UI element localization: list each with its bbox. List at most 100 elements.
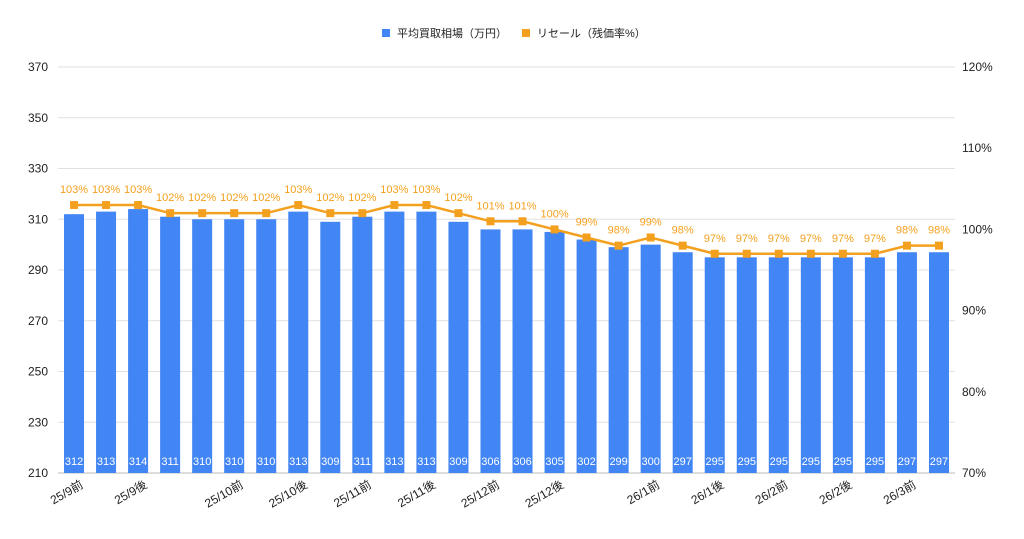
bar-value-label: 297 [898, 456, 916, 468]
line-marker [614, 241, 623, 250]
bar-value-label: 310 [257, 456, 275, 468]
bar-value-label: 295 [834, 456, 852, 468]
line-marker [678, 241, 687, 250]
legend-label-bar: 平均買取相場（万円） [397, 27, 507, 40]
bar [864, 257, 885, 473]
line-marker [454, 209, 463, 218]
bar-value-label: 313 [97, 456, 115, 468]
line-value-label: 102% [316, 192, 344, 204]
x-tick-label: 26/2後 [817, 477, 855, 507]
x-tick-label: 26/1前 [624, 477, 662, 508]
line-marker [422, 201, 431, 210]
x-tick-label: 25/11後 [395, 477, 438, 510]
line-value-label: 98% [896, 225, 918, 237]
y-left-tick-label: 210 [28, 466, 48, 480]
line-value-label: 102% [220, 192, 248, 204]
y-right-tick-label: 100% [962, 222, 993, 236]
line-value-label: 103% [60, 184, 88, 196]
line-marker [870, 249, 879, 258]
x-tick-label: 25/9前 [47, 477, 85, 508]
line-value-label: 101% [476, 200, 504, 212]
bar-value-label: 295 [802, 456, 820, 468]
bar-value-label: 309 [321, 456, 339, 468]
bar [64, 214, 85, 474]
y-right-tick-label: 120% [962, 60, 993, 74]
legend-label-line: リセール（残価率%） [537, 26, 646, 40]
bar-value-label: 311 [354, 456, 372, 468]
bar [160, 216, 181, 473]
x-tick-label: 26/1後 [689, 477, 727, 507]
line-marker [358, 209, 367, 218]
bar [448, 221, 469, 473]
bar-value-label: 313 [385, 456, 403, 468]
bar [640, 244, 661, 473]
y-left-tick-label: 350 [28, 111, 48, 125]
line-value-label: 102% [348, 192, 376, 204]
bar [256, 219, 277, 473]
line-marker [806, 249, 815, 258]
legend-swatch-bar [382, 29, 390, 37]
bar-value-label: 295 [738, 456, 756, 468]
y-left-tick-label: 310 [28, 212, 48, 226]
x-tick-label: 25/10後 [266, 477, 309, 510]
line-value-label: 102% [252, 192, 280, 204]
line-value-label: 103% [92, 184, 120, 196]
line-value-label: 102% [156, 192, 184, 204]
y-left-tick-label: 230 [28, 415, 48, 429]
line-value-label: 97% [832, 233, 854, 245]
line-value-label: 100% [540, 208, 568, 220]
bar-value-label: 309 [449, 456, 467, 468]
bar-value-label: 312 [65, 456, 83, 468]
line-marker [166, 209, 175, 218]
line-value-label: 103% [412, 184, 440, 196]
x-tick-label: 25/9後 [112, 477, 150, 507]
bar [192, 219, 213, 473]
line-value-label: 97% [864, 233, 886, 245]
line-series [74, 203, 939, 256]
bar [800, 257, 821, 473]
line-value-label: 99% [640, 217, 662, 229]
line-marker [198, 209, 207, 218]
bar [736, 257, 757, 473]
bar-value-label: 310 [193, 456, 211, 468]
x-tick-label: 25/12前 [458, 477, 502, 511]
bar-value-label: 295 [866, 456, 884, 468]
line-value-label: 103% [284, 184, 312, 196]
bar [96, 211, 117, 473]
bar-value-label: 302 [577, 456, 595, 468]
bar-value-label: 314 [129, 456, 147, 468]
bar-value-label: 306 [481, 456, 499, 468]
bar [384, 211, 405, 473]
line-value-label: 103% [124, 184, 152, 196]
bar [416, 211, 437, 473]
line-marker [102, 201, 111, 210]
x-tick-label: 26/2前 [752, 477, 790, 508]
bar [928, 252, 949, 473]
y-left-tick-label: 330 [28, 162, 48, 176]
line-marker [70, 201, 79, 210]
line-marker [902, 241, 911, 250]
legend-swatch-line [522, 29, 530, 37]
bar-value-label: 295 [706, 456, 724, 468]
bar-value-label: 313 [417, 456, 435, 468]
line-marker [838, 249, 847, 258]
bar [896, 252, 917, 473]
line-marker [262, 209, 271, 218]
bar [544, 231, 565, 473]
line-marker [646, 233, 655, 242]
y-right-tick-label: 110% [962, 141, 992, 155]
line-value-label: 97% [736, 233, 758, 245]
line-marker [294, 201, 303, 210]
bar [352, 216, 373, 473]
line-value-label: 98% [672, 225, 694, 237]
y-right-tick-label: 80% [962, 385, 986, 399]
bar-value-label: 310 [225, 456, 243, 468]
x-tick-label: 25/10前 [202, 477, 246, 511]
bar [224, 219, 245, 473]
bar [576, 239, 597, 473]
y-left-tick-label: 370 [28, 60, 48, 74]
line-marker [742, 249, 751, 258]
line-value-label: 98% [608, 225, 630, 237]
x-tick-label: 25/12後 [523, 477, 566, 510]
